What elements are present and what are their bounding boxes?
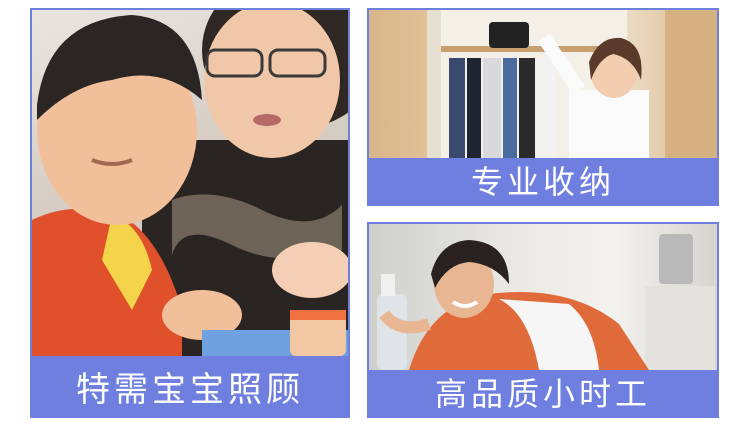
service-card-child-care[interactable]: 特需宝宝照顾 [30,8,350,418]
card-label: 特需宝宝照顾 [76,369,304,410]
card-label: 专业收纳 [470,163,615,201]
woman-organizing-wardrobe-photo [369,10,717,158]
service-card-organizing[interactable]: 专业收纳 [367,8,719,206]
card-label: 高品质小时工 [434,375,651,413]
caregiver-with-child-photo [32,10,348,356]
woman-cleaning-table-photo [369,224,717,370]
service-card-hourly-worker[interactable]: 高品质小时工 [367,222,719,418]
